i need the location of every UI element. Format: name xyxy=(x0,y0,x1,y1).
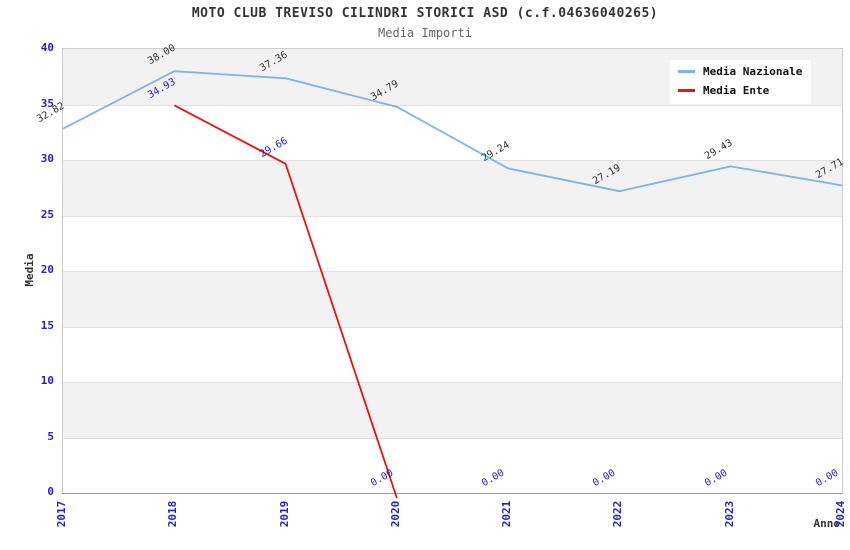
x-tick-label-2020: 2020 xyxy=(388,500,402,528)
y-tick-label-25: 25 xyxy=(40,207,54,221)
legend-label-media-ente: Media Ente xyxy=(703,84,770,97)
plot-band-15-20 xyxy=(63,271,842,327)
y-tick-label-15: 15 xyxy=(40,318,54,332)
gridline-y-15 xyxy=(63,326,842,328)
y-tick-label-20: 20 xyxy=(40,263,54,276)
gridline-y-25 xyxy=(63,215,842,217)
x-tick-label-2024: 2024 xyxy=(834,500,847,528)
legend-item-media-ente[interactable]: Media Ente xyxy=(670,81,811,100)
legend-item-media-nazionale[interactable]: Media Nazionale xyxy=(670,62,811,81)
y-tick-label-5: 5 xyxy=(47,429,54,443)
y-tick-label-10: 10 xyxy=(40,374,54,387)
y-tick-label-30: 30 xyxy=(40,152,54,165)
gridline-y-30 xyxy=(63,160,842,161)
plot-area xyxy=(62,48,843,499)
x-tick-label-2019: 2019 xyxy=(277,500,291,528)
plot-band-25-30 xyxy=(63,160,842,216)
legend-line-icon-media-nazionale xyxy=(678,70,695,73)
y-tick-label-0: 0 xyxy=(47,485,54,498)
x-tick-label-2018: 2018 xyxy=(166,500,180,528)
y-tick-label-40: 40 xyxy=(40,41,54,54)
x-tick-label-2021: 2021 xyxy=(500,500,514,528)
gridline-y-10 xyxy=(63,382,842,383)
legend: Media Nazionale Media Ente xyxy=(670,60,811,104)
plot-band-5-10 xyxy=(63,382,842,438)
gridline-y-20 xyxy=(63,271,842,272)
gridline-y-5 xyxy=(63,437,842,439)
legend-line-icon-media-ente xyxy=(678,89,695,92)
x-tick-label-2017: 2017 xyxy=(55,500,68,528)
y-tick-label-35: 35 xyxy=(40,96,54,110)
legend-label-media-nazionale: Media Nazionale xyxy=(703,65,803,78)
gridline-y-35 xyxy=(63,104,842,106)
x-tick-label-2023: 2023 xyxy=(722,500,736,528)
x-axis-title: Anno xyxy=(813,517,841,530)
x-tick-label-2022: 2022 xyxy=(611,500,625,528)
chart-subtitle: Media Importi xyxy=(378,26,472,40)
chart-title: MOTO CLUB TREVISO CILINDRI STORICI ASD (… xyxy=(191,6,659,21)
